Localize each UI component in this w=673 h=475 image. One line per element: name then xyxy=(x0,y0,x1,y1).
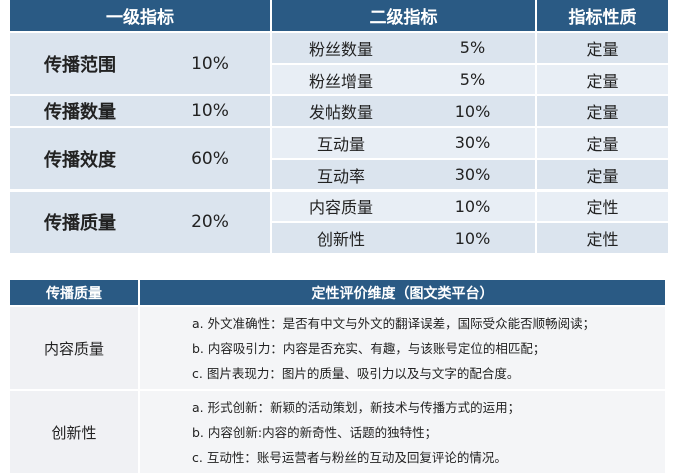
group-name: 传播范围 xyxy=(10,33,150,95)
item-weight: 5% xyxy=(410,64,535,95)
item-nature: 定量 xyxy=(537,128,668,158)
item-nature: 定量 xyxy=(537,64,668,95)
detail-line: c. 图片表现力：图片的质量、吸引力以及与文字的配合度。 xyxy=(192,365,520,381)
detail-line: a. 外文准确性：是否有中文与外文的翻译误差，国际受众能否顺畅阅读； xyxy=(192,315,596,331)
item-weight: 10% xyxy=(410,191,535,222)
item-nature: 定量 xyxy=(537,33,668,63)
group-weight: 20% xyxy=(150,191,270,253)
item-name: 发帖数量 xyxy=(272,96,410,127)
item-name: 粉丝增量 xyxy=(272,64,410,95)
item-nature: 定性 xyxy=(537,223,668,253)
group-weight: 10% xyxy=(150,96,270,127)
group-name: 传播质量 xyxy=(10,191,150,253)
item-weight: 30% xyxy=(410,159,535,190)
item-weight: 10% xyxy=(410,223,535,253)
group-weight: 60% xyxy=(150,128,270,190)
row-detail: a. 形式创新：新颖的活动策划，新技术与传播方式的运用； b. 内容创新:内容的新… xyxy=(140,391,665,473)
header-cell: 指标性质 xyxy=(537,0,668,31)
detail-line: b. 内容创新:内容的新奇性、话题的独特性； xyxy=(192,424,438,440)
row-name: 内容质量 xyxy=(10,307,138,389)
item-nature: 定量 xyxy=(537,159,668,190)
group-weight: 10% xyxy=(150,33,270,95)
item-weight: 10% xyxy=(410,96,535,127)
detail-line: b. 内容吸引力：内容是否充实、有趣，与该账号定位的相匹配； xyxy=(192,340,546,356)
detail-line: c. 互动性：账号运营者与粉丝的互动及回复评论的情况。 xyxy=(192,449,507,465)
header-cell: 一级指标 xyxy=(10,0,270,31)
item-weight: 30% xyxy=(410,128,535,158)
item-nature: 定量 xyxy=(537,96,668,127)
detail-line: a. 形式创新：新颖的活动策划，新技术与传播方式的运用； xyxy=(192,399,521,415)
row-name: 创新性 xyxy=(10,391,138,473)
item-name: 创新性 xyxy=(272,223,410,253)
item-weight: 5% xyxy=(410,33,535,63)
header-cell: 定性评价维度（图文类平台） xyxy=(140,280,665,305)
item-name: 互动量 xyxy=(272,128,410,158)
header-cell: 传播质量 xyxy=(10,280,138,305)
item-name: 粉丝数量 xyxy=(272,33,410,63)
header-cell: 二级指标 xyxy=(272,0,535,31)
item-name: 互动率 xyxy=(272,159,410,190)
item-nature: 定性 xyxy=(537,191,668,222)
row-detail: a. 外文准确性：是否有中文与外文的翻译误差，国际受众能否顺畅阅读； b. 内容吸… xyxy=(140,307,665,389)
group-name: 传播数量 xyxy=(10,96,150,127)
item-name: 内容质量 xyxy=(272,191,410,222)
group-name: 传播效度 xyxy=(10,128,150,190)
